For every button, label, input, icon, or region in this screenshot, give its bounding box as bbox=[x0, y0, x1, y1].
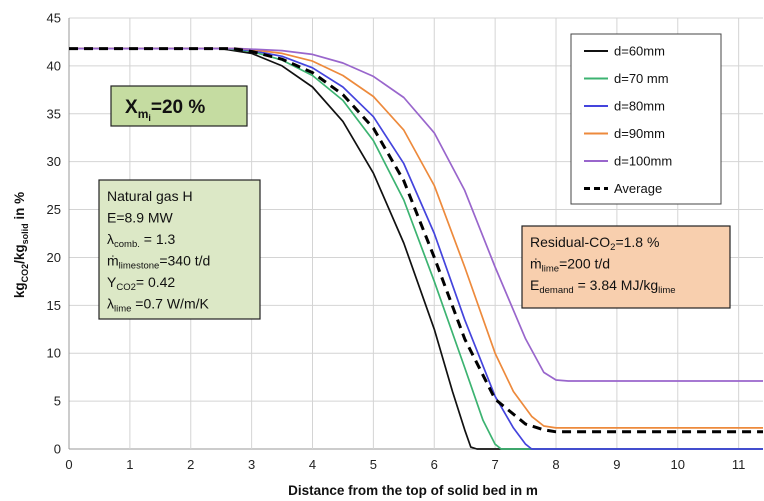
legend-label: d=70 mm bbox=[614, 71, 669, 86]
orange-box-bg bbox=[521, 225, 731, 309]
y-title-part-a: kg bbox=[12, 282, 27, 298]
y-tick-label: 10 bbox=[47, 346, 61, 361]
legend-label: d=90mm bbox=[614, 126, 665, 141]
x-tick-label: 0 bbox=[65, 457, 72, 472]
y-title-part-c: in % bbox=[12, 192, 27, 224]
series-line-d-60mm bbox=[69, 47, 763, 450]
legend-label: Average bbox=[614, 181, 662, 196]
annotation-line: Residual-CO2=1.8 % bbox=[530, 234, 659, 253]
x-tick-label: 3 bbox=[248, 457, 255, 472]
legend-label: d=100mm bbox=[614, 154, 672, 169]
legend-label: d=80mm bbox=[614, 99, 665, 114]
x-tick-label: 1 bbox=[126, 457, 133, 472]
process-parameters-box: Natural gas H E=8.9 MW λcomb. = 1.3 ṁlimest… bbox=[98, 179, 261, 320]
series-line-d-80mm bbox=[69, 47, 763, 450]
series-line-average bbox=[69, 47, 763, 434]
y-tick-labels: 0 5 10 15 20 25 30 35 40 45 bbox=[47, 11, 61, 457]
results-box: Residual-CO2=1.8 % ṁlime=200 t/d Edemand =… bbox=[521, 225, 731, 309]
x-tick-label: 4 bbox=[309, 457, 316, 472]
x-tick-label: 2 bbox=[187, 457, 194, 472]
y-axis-title: kgCO2/kgsolid in % bbox=[12, 192, 30, 298]
y-tick-label: 15 bbox=[47, 298, 61, 313]
series-line-d-100mm bbox=[69, 47, 763, 382]
legend-label: d=60mm bbox=[614, 44, 665, 59]
x-tick-label: 10 bbox=[671, 457, 685, 472]
y-tick-label: 40 bbox=[47, 58, 61, 73]
x-tick-labels: 0 1 2 3 4 5 6 7 8 9 10 11 bbox=[65, 457, 745, 472]
y-tick-label: 0 bbox=[54, 442, 61, 457]
annotation-line: ṁlimestone=340 t/d bbox=[107, 253, 210, 272]
x-tick-label: 9 bbox=[613, 457, 620, 472]
xmi-box bbox=[110, 85, 248, 127]
legend-frame bbox=[570, 33, 722, 205]
y-tick-label: 30 bbox=[47, 154, 61, 169]
annotation-line: YCO2= 0.42 bbox=[107, 274, 175, 293]
annotation-line: Edemand = 3.84 MJ/kglime bbox=[530, 277, 676, 296]
series-line-d-90mm bbox=[69, 47, 763, 429]
x-tick-label: 5 bbox=[370, 457, 377, 472]
annotation-line: E=8.9 MW bbox=[107, 210, 174, 226]
plot-area bbox=[69, 47, 763, 450]
y-tick-label: 25 bbox=[47, 202, 61, 217]
y-tick-label: 35 bbox=[47, 106, 61, 121]
y-title-sub-b: solid bbox=[20, 223, 30, 244]
y-title-part-b: /kg bbox=[12, 244, 27, 264]
y-tick-label: 5 bbox=[54, 394, 61, 409]
xmi-text: Xmi=20 % bbox=[125, 97, 205, 123]
y-tick-label: 45 bbox=[47, 11, 61, 26]
x-axis-title: Distance from the top of solid bed in m bbox=[288, 483, 538, 498]
x-tick-label: 7 bbox=[492, 457, 499, 472]
legend: d=60mm d=70 mm d=80mm d=90mm d=100mm Average bbox=[570, 33, 722, 205]
xmi-annotation: Xmi=20 % bbox=[110, 85, 248, 127]
x-tick-label: 6 bbox=[431, 457, 438, 472]
annotation-line: λlime =0.7 W/m/K bbox=[107, 296, 209, 315]
x-tick-label: 8 bbox=[552, 457, 559, 472]
annotation-line: Natural gas H bbox=[107, 188, 193, 204]
y-title-sub-a: CO2 bbox=[20, 264, 30, 283]
green-box-bg bbox=[98, 179, 261, 320]
x-tick-label: 11 bbox=[732, 457, 746, 472]
y-tick-label: 20 bbox=[47, 250, 61, 265]
annotation-line: ṁlime=200 t/d bbox=[530, 256, 610, 275]
annotation-line: λcomb. = 1.3 bbox=[107, 231, 176, 250]
